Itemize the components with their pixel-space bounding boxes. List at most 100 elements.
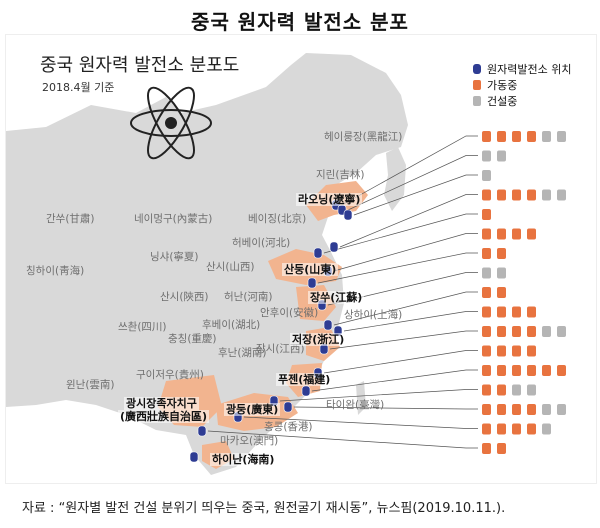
operating-reactor-icon bbox=[497, 306, 506, 318]
province-label: 간쑤(甘肅) bbox=[46, 213, 95, 225]
operating-reactor-icon bbox=[497, 189, 506, 201]
leader-line bbox=[311, 369, 478, 392]
leader-line bbox=[341, 135, 478, 206]
leader-line bbox=[333, 233, 478, 272]
operating-reactor-icon bbox=[512, 423, 521, 435]
source-note: 자료 : “원자별 발전 건설 분위기 띄우는 중국, 원전굴기 재시동”, 뉴… bbox=[22, 501, 506, 516]
atom-icon bbox=[130, 86, 212, 160]
plant-location-icon bbox=[307, 277, 317, 289]
leader-line bbox=[243, 416, 478, 429]
operating-reactor-icon bbox=[482, 365, 491, 376]
coastal-label: 장쑤(江蘇) bbox=[308, 291, 365, 304]
province-label: 마카오(澳門) bbox=[220, 435, 279, 447]
coastal-label: 광시장족자치구 bbox=[124, 397, 199, 410]
construction-reactor-icon bbox=[542, 423, 551, 435]
korea-peninsula bbox=[384, 147, 406, 211]
leader-line bbox=[293, 406, 478, 410]
leader-line bbox=[347, 155, 478, 211]
legend: 원자력발전소 위치 가동중 건설중 bbox=[472, 61, 571, 109]
operating-reactor-icon bbox=[527, 189, 536, 201]
operating-reactor-icon bbox=[482, 404, 491, 415]
construction-reactor-icon bbox=[557, 326, 566, 337]
map-date: 2018.4월 기준 bbox=[42, 81, 115, 94]
operating-reactor-icon bbox=[497, 131, 506, 142]
coastal-label: 하이난(海南) bbox=[210, 453, 277, 466]
construction-reactor-icon bbox=[557, 131, 566, 142]
province-label: 타이완(臺灣) bbox=[326, 399, 385, 411]
operating-reactor-icon bbox=[497, 345, 506, 357]
operating-reactor-icon bbox=[527, 306, 536, 318]
operating-reactor-icon bbox=[512, 365, 521, 376]
operating-reactor-icon bbox=[512, 228, 521, 240]
operating-reactor-icon bbox=[497, 423, 506, 435]
province-label: 산시(山西) bbox=[206, 261, 255, 273]
operating-reactor-icon bbox=[512, 131, 521, 142]
operating-reactor-icon bbox=[482, 423, 491, 435]
operating-reactor-icon bbox=[497, 248, 506, 259]
operating-reactor-icon bbox=[482, 248, 491, 259]
construction-reactor-icon bbox=[482, 267, 491, 279]
plant-location-icon bbox=[313, 247, 323, 259]
construction-reactor-icon bbox=[473, 96, 481, 106]
province-label: 장시(江西) bbox=[256, 343, 305, 355]
operating-reactor-icon bbox=[497, 443, 506, 454]
province-label: 베이징(北京) bbox=[248, 213, 307, 225]
taiwan-island bbox=[356, 381, 366, 415]
coastal-label: 광둥(廣東) bbox=[224, 403, 281, 416]
operating-reactor-icon bbox=[482, 326, 491, 337]
leader-line bbox=[279, 389, 478, 402]
operating-reactor-icon bbox=[542, 365, 551, 376]
operating-reactor-icon bbox=[527, 228, 536, 240]
province-label: 닝샤(寧夏) bbox=[150, 251, 199, 263]
legend-label-site: 원자력발전소 위치 bbox=[487, 63, 572, 76]
province-label: 칭하이(靑海) bbox=[26, 265, 85, 277]
operating-reactor-icon bbox=[512, 404, 521, 415]
map-title: 중국 원자력 발전소 분포도 bbox=[40, 55, 240, 76]
coastal-label: 저장(浙江) bbox=[290, 333, 347, 346]
leader-line bbox=[317, 252, 478, 284]
leader-line bbox=[323, 213, 478, 254]
province-label: 허베이(河北) bbox=[232, 237, 291, 249]
operating-reactor-icon bbox=[482, 384, 491, 396]
plant-location-icon bbox=[329, 241, 339, 253]
leader-line bbox=[327, 272, 478, 306]
plant-location-icon bbox=[197, 425, 207, 437]
construction-reactor-icon bbox=[557, 404, 566, 415]
operating-reactor-icon bbox=[527, 423, 536, 435]
leader-line bbox=[339, 194, 478, 248]
province-label: 쓰촨(四川) bbox=[118, 321, 167, 333]
operating-reactor-icon bbox=[512, 345, 521, 357]
coastal-label: 산둥(山東) bbox=[282, 263, 339, 276]
operating-reactor-icon bbox=[497, 365, 506, 376]
operating-reactor-icon bbox=[497, 326, 506, 337]
province-label: 헤이룽장(黑龍江) bbox=[324, 131, 403, 143]
plant-location-icon bbox=[301, 385, 311, 397]
operating-reactor-icon bbox=[527, 326, 536, 337]
operating-reactor-icon bbox=[497, 404, 506, 415]
plant-location-icon bbox=[473, 64, 481, 74]
construction-reactor-icon bbox=[512, 384, 521, 396]
construction-reactor-icon bbox=[527, 384, 536, 396]
operating-reactor-icon bbox=[557, 365, 566, 376]
leader-line bbox=[343, 311, 478, 332]
plant-location-icon bbox=[323, 319, 333, 331]
operating-reactor-icon bbox=[482, 131, 491, 142]
operating-reactor-icon bbox=[482, 443, 491, 454]
province-label: 후난(湖南) bbox=[218, 347, 267, 359]
operating-reactor-icon bbox=[497, 228, 506, 240]
operating-reactor-icon bbox=[482, 287, 491, 298]
operating-reactor-icon bbox=[482, 228, 491, 240]
province-label: 안후이(安徽) bbox=[260, 307, 319, 319]
reactor-grid bbox=[482, 131, 566, 454]
legend-label-construction: 건설중 bbox=[487, 95, 518, 108]
operating-reactor-icon bbox=[512, 326, 521, 337]
construction-reactor-icon bbox=[497, 267, 506, 279]
province-label: 상하이(上海) bbox=[344, 309, 403, 321]
plant-location-icon bbox=[343, 209, 353, 221]
plant-location-icon bbox=[189, 451, 199, 463]
coastal-label: 라오닝(遼寧) bbox=[296, 193, 363, 206]
operating-reactor-icon bbox=[482, 209, 491, 220]
page-title: 중국 원자력 발전소 분포 bbox=[191, 10, 409, 34]
construction-reactor-icon bbox=[557, 189, 566, 201]
map-panel: 중국 원자력 발전소 분포도 2018.4월 기준 원자력발전소 위치 가동중 … bbox=[5, 34, 597, 484]
